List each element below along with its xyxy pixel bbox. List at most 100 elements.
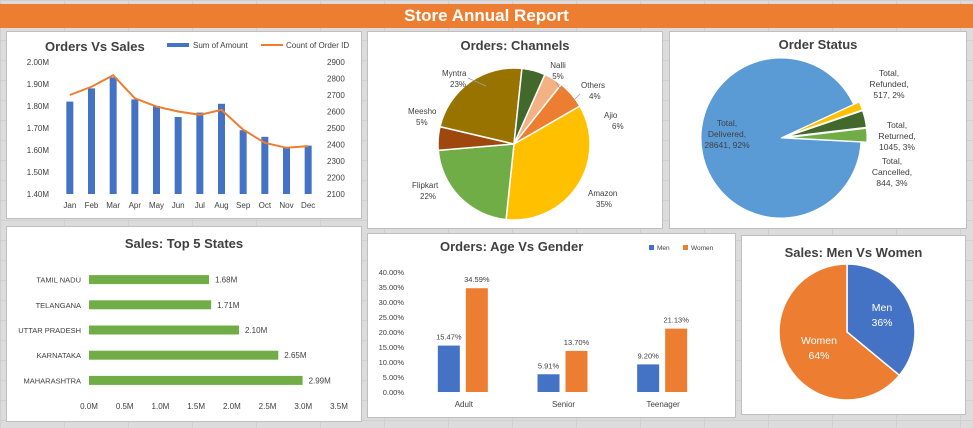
bar-value-label: 1.71M (217, 301, 240, 310)
bar-value-label: 2.99M (309, 376, 332, 385)
y-tick-label-state: UTTAR PRADESH (18, 326, 81, 335)
pie-slice-refunded (786, 101, 863, 137)
pie-label-name: Myntra (442, 69, 467, 78)
pie-label-name: Meesho (408, 107, 437, 116)
x-tick-label: Teenager (646, 400, 680, 409)
order-status-chart: Total,Delivered,28641, 92%Total,Refunded… (700, 57, 916, 219)
pie-label-refunded: 28641, 92% (704, 140, 750, 150)
pie-slice-myntra (439, 67, 523, 145)
order-status-panel[interactable]: Order Status Total, Delivered, 28641, 92% T… (669, 31, 967, 229)
orders-channels-panel[interactable]: Orders: Channels Amazon 35% Flipkart 22% Mee… (367, 31, 663, 229)
pie-slice-delivered (700, 57, 862, 219)
y-left-tick-label: 1.90M (27, 80, 50, 89)
bar-sum-of-amount (304, 145, 312, 194)
x-tick-label: 1.5M (187, 402, 205, 411)
y-right-tick-label: 2500 (327, 124, 345, 133)
pie-label-name: Ajio (604, 111, 618, 120)
bar-sum-of-amount (218, 103, 225, 194)
x-tick-label: 0.5M (116, 402, 134, 411)
bar-value-label: 15.47% (436, 333, 462, 342)
y-tick-label-state: MAHARASHTRA (23, 376, 81, 385)
chart-title: Orders Vs Sales (45, 39, 145, 54)
y-left-tick-label: 1.80M (27, 102, 50, 111)
x-tick-label: Senior (552, 400, 575, 409)
y-right-tick-label: 2600 (327, 108, 345, 117)
x-tick-label: 2.5M (259, 402, 277, 411)
pie-label-name: Nalli (550, 61, 566, 70)
bar-state-sales (89, 350, 279, 360)
pie-label-name: Flipkart (412, 181, 439, 190)
chart-title: Orders: Age Vs Gender (440, 239, 584, 254)
pie-label-value: 23% (450, 80, 466, 89)
bar-sum-of-amount (174, 117, 182, 194)
leader-line (467, 77, 487, 87)
x-tick-label: 3.5M (330, 402, 348, 411)
pie-slice-ajio (513, 83, 581, 145)
y-left-tick-label: 2.00M (27, 58, 50, 67)
orders-vs-sales-panel[interactable]: Orders Vs Sales 1.40M 1.50M 1.60M 1.70M 1.80… (6, 31, 362, 219)
y-tick-label: 15.00% (379, 343, 405, 352)
pie-label-women-name: Women (801, 335, 837, 347)
pie-label-cancelled: 844, 3% (876, 178, 908, 188)
y-tick-label: 25.00% (379, 313, 405, 322)
pie-label-men-name: Men (872, 302, 893, 314)
bar-men (537, 374, 560, 392)
pie-label-men-value: 36% (871, 317, 892, 329)
y-right-tick-label: 2100 (327, 190, 345, 199)
x-tick-label: May (149, 201, 164, 210)
pie-slice-returned (786, 110, 867, 138)
pie-label-name: Others (581, 81, 605, 90)
x-tick-label: Sep (236, 201, 251, 210)
men-vs-women-panel[interactable]: Sales: Men Vs Women Men 36% Women 64% (741, 235, 966, 415)
y-right-tick-label: 2800 (327, 75, 345, 84)
bar-sum-of-amount (131, 99, 139, 194)
pie-label-returned: Returned, (878, 131, 915, 141)
x-tick-label: Adult (455, 400, 474, 409)
bar-women (465, 288, 488, 392)
pie-label-value: 6% (612, 122, 624, 131)
pie-label-refunded: Delivered, (708, 129, 746, 139)
bar-value-label: 34.59% (464, 275, 490, 284)
pie-label-refunded: Total, (879, 68, 899, 78)
pie-label-refunded: Total, (717, 118, 737, 128)
y-left-tick-label: 1.50M (27, 168, 50, 177)
pie-slice-men (846, 263, 916, 377)
y-right-tick-label: 2700 (327, 91, 345, 100)
pie-label-returned: 1045, 3% (879, 142, 915, 152)
y-left-tick-label: 1.60M (27, 146, 50, 155)
y-left-tick-label: 1.70M (27, 124, 50, 133)
y-tick-label: 40.00% (379, 268, 405, 277)
pie-label-name: Amazon (588, 189, 617, 198)
bar-sum-of-amount (66, 101, 74, 194)
legend-swatch-sum-of-amount (167, 43, 189, 47)
y-tick-label: 30.00% (379, 298, 405, 307)
x-tick-label: Jun (172, 201, 185, 210)
orders-channels-chart: Amazon 35% Flipkart 22% Meesho 5% Myntra 23% Nal… (408, 61, 624, 221)
orders-vs-sales-chart: 1.40M 1.50M 1.60M 1.70M 1.80M 1.90M 2.00M 2100 2… (27, 41, 350, 210)
x-tick-label: Mar (106, 201, 120, 210)
x-tick-label: Jan (63, 201, 76, 210)
age-vs-gender-chart: 0.00% 5.00% 10.00% 15.00% 20.00% 25.00% 30.00%… (379, 245, 714, 409)
bar-sum-of-amount (196, 112, 204, 194)
top-states-panel[interactable]: Sales: Top 5 States TAMIL NADU 1.68M TELAN… (6, 226, 362, 422)
pie-label-refunded: 517, 2% (873, 90, 905, 100)
bar-value-label: 1.68M (215, 276, 238, 285)
legend-label-women: Women (691, 245, 714, 252)
y-right-tick-label: 2200 (327, 174, 345, 183)
report-title-banner: Store Annual Report (0, 4, 973, 28)
bar-women (665, 328, 688, 392)
leader-line (571, 93, 581, 103)
x-tick-label: Feb (85, 201, 99, 210)
chart-title: Orders: Channels (460, 38, 570, 53)
y-tick-label: 5.00% (383, 373, 405, 382)
bar-sum-of-amount (283, 147, 290, 194)
bar-sum-of-amount (239, 130, 247, 194)
pie-label-refunded: Refunded, (869, 79, 908, 89)
y-tick-label: 35.00% (379, 283, 405, 292)
x-tick-label: Oct (259, 201, 272, 210)
x-tick-label: Nov (279, 201, 293, 210)
x-tick-label: 3.0M (294, 402, 312, 411)
bar-value-label: 9.20% (638, 351, 660, 360)
age-vs-gender-panel[interactable]: Orders: Age Vs Gender 0.00% 5.00% 10.00% 15… (367, 233, 736, 418)
pie-label-value: 5% (416, 118, 428, 127)
